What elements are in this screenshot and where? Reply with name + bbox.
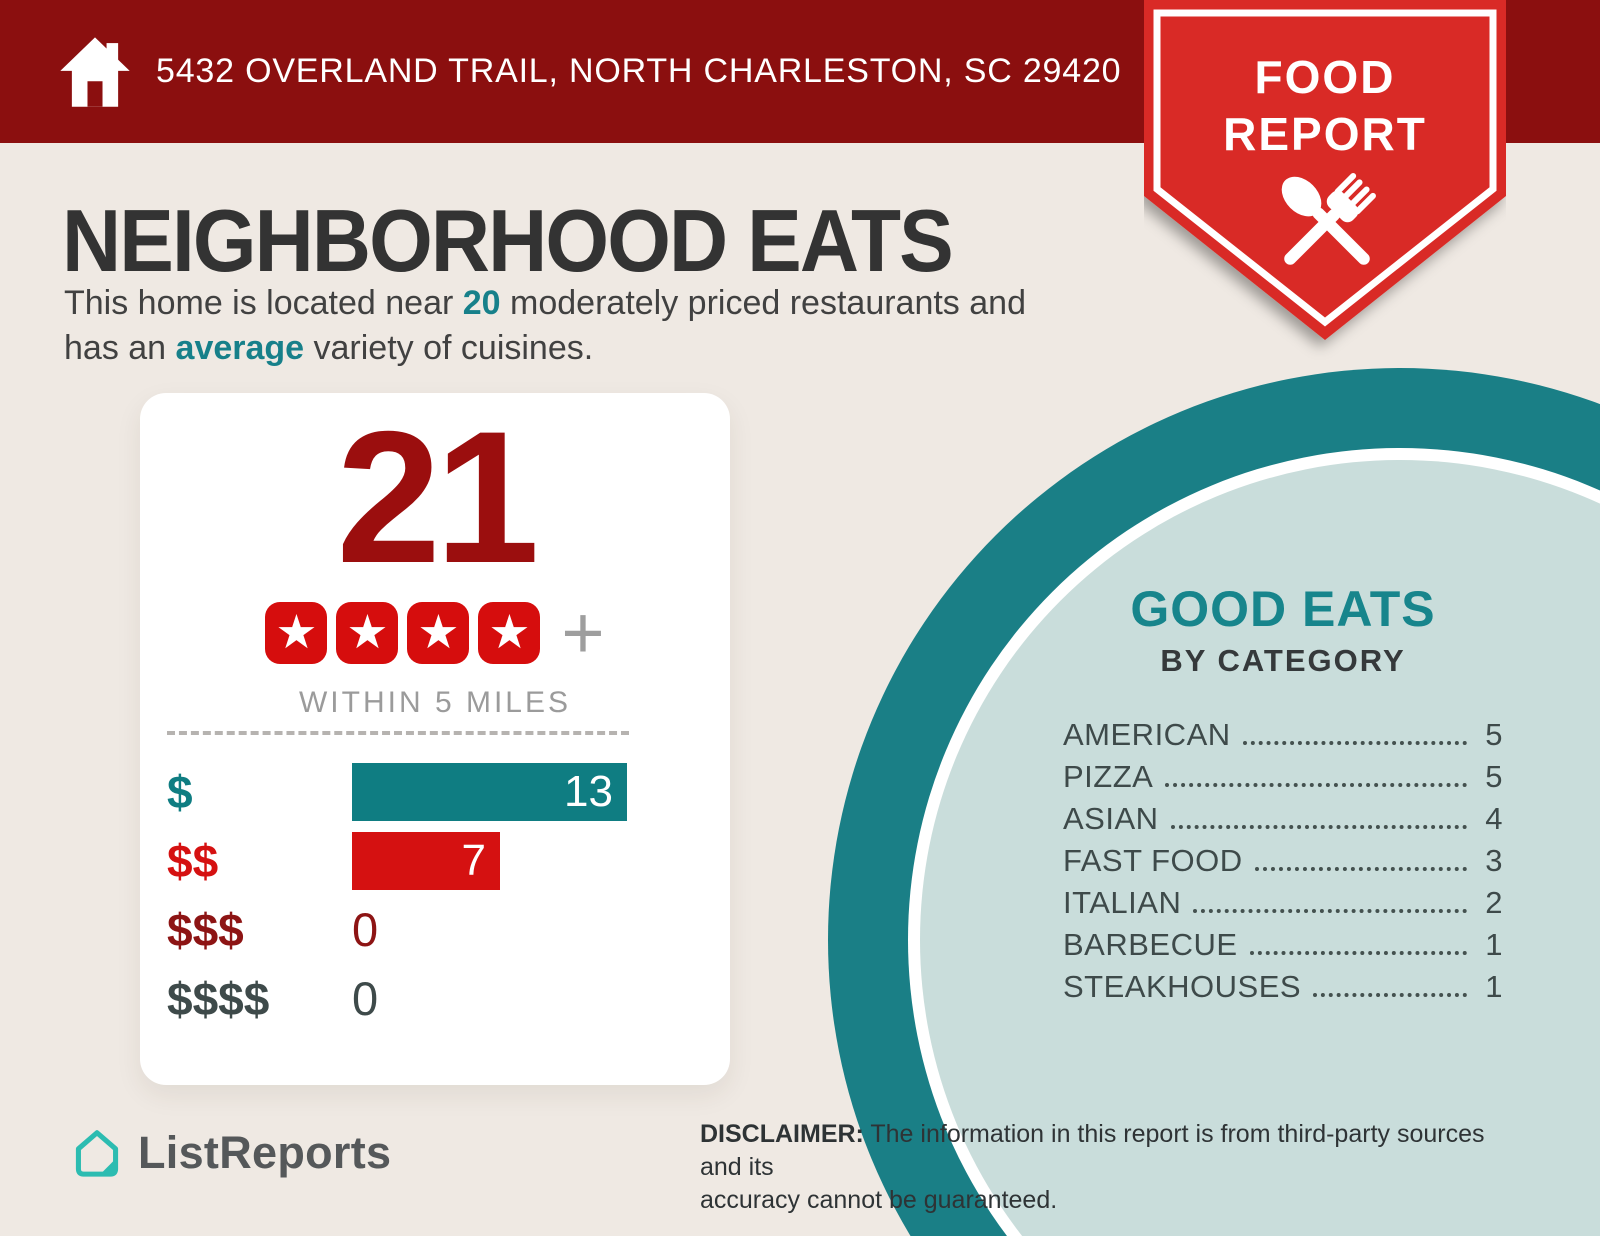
dotted-leader — [1249, 951, 1467, 955]
property-address: 5432 OVERLAND TRAIL, NORTH CHARLESTON, S… — [156, 52, 1122, 90]
category-row: BARBECUE 1 — [1063, 921, 1503, 963]
star-icon: ★ — [265, 602, 328, 665]
disclaimer-text: accuracy cannot be guaranteed. — [700, 1186, 1058, 1214]
restaurant-stats-card: 21 ★ ★ ★ ★ + WITHIN 5 MILES $ 13 $$ 7 $$$ 0 … — [140, 393, 730, 1085]
dotted-leader — [1313, 993, 1467, 997]
restaurant-count-highlight: 20 — [462, 284, 501, 322]
price-row-4: $$$$ 0 — [167, 964, 707, 1033]
category-label: AMERICAN — [1063, 717, 1231, 752]
listreports-house-icon — [75, 1130, 119, 1177]
page-title: NEIGHBORHOOD EATS — [62, 191, 954, 290]
category-count: 2 — [1485, 885, 1503, 920]
price-tier-label: $$ — [167, 834, 219, 887]
good-eats-subtitle: BY CATEGORY — [1160, 643, 1406, 678]
category-list: AMERICAN 5 PIZZA 5 ASIAN 4 FAST FOOD 3 I… — [1063, 711, 1503, 1005]
ribbon-inner-border — [1153, 9, 1497, 327]
intro-text-part: moderately priced restaurants and — [500, 284, 1026, 322]
dashed-divider — [167, 731, 629, 735]
category-label: STEAKHOUSES — [1063, 969, 1302, 1004]
category-count: 1 — [1485, 927, 1503, 962]
price-tier-chart: $ 13 $$ 7 $$$ 0 $$$$ 0 — [167, 757, 707, 1033]
price-bar-value: 0 — [352, 972, 379, 1025]
category-count: 1 — [1485, 969, 1503, 1004]
price-row-1: $ 13 — [167, 757, 707, 826]
category-label: ASIAN — [1063, 801, 1159, 836]
category-label: PIZZA — [1063, 759, 1154, 794]
category-row: AMERICAN 5 — [1063, 711, 1503, 753]
ribbon-shape — [1144, 0, 1506, 340]
price-bar: 0 — [352, 901, 378, 959]
badge-line1: FOOD — [1255, 51, 1396, 103]
home-icon — [60, 36, 130, 107]
plus-icon: + — [561, 591, 605, 675]
category-count: 4 — [1485, 801, 1503, 836]
price-tier-label: $$$ — [167, 903, 244, 956]
category-row: ITALIAN 2 — [1063, 879, 1503, 921]
category-label: BARBECUE — [1063, 927, 1238, 962]
listreports-logo: ListReports — [70, 1126, 391, 1180]
variety-highlight: average — [175, 329, 305, 367]
dotted-leader — [1254, 867, 1467, 871]
price-tier-label: $ — [167, 765, 193, 818]
category-label: ITALIAN — [1063, 885, 1182, 920]
category-row: STEAKHOUSES 1 — [1063, 963, 1503, 1005]
price-row-2: $$ 7 — [167, 826, 707, 895]
disclaimer-text: The information in this report is from t… — [700, 1120, 1485, 1181]
star-icon: ★ — [478, 602, 541, 665]
star-icon: ★ — [407, 602, 470, 665]
category-row: PIZZA 5 — [1063, 753, 1503, 795]
badge-line2: REPORT — [1223, 108, 1427, 160]
intro-text-part: has an — [64, 329, 176, 367]
dotted-leader — [1165, 783, 1467, 787]
food-report-badge: FOOD REPORT — [1144, 0, 1506, 340]
category-row: ASIAN 4 — [1063, 795, 1503, 837]
price-bar-value: 7 — [461, 835, 486, 885]
price-bar-value: 13 — [564, 766, 613, 816]
spoon-fork-icon — [1281, 173, 1376, 265]
category-row: FAST FOOD 3 — [1063, 837, 1503, 879]
brand-name: ListReports — [138, 1127, 392, 1178]
category-count: 5 — [1485, 717, 1503, 752]
price-bar: 0 — [352, 970, 378, 1028]
good-eats-panel: GOOD EATS BY CATEGORY AMERICAN 5 PIZZA 5… — [1063, 580, 1503, 1005]
category-count: 3 — [1485, 843, 1503, 878]
dotted-leader — [1242, 741, 1467, 745]
price-bar: 7 — [352, 831, 500, 890]
disclaimer-label: DISCLAIMER: — [700, 1120, 864, 1148]
price-bar-value: 0 — [352, 903, 379, 956]
intro-text: This home is located near 20 moderately … — [64, 281, 1104, 371]
intro-text-part: variety of cuisines. — [304, 329, 594, 367]
price-row-3: $$$ 0 — [167, 895, 707, 964]
radius-label: WITHIN 5 MILES — [298, 686, 572, 720]
star-icon: ★ — [336, 602, 399, 665]
dotted-leader — [1170, 825, 1467, 829]
price-bar: 13 — [352, 762, 627, 821]
category-count: 5 — [1485, 759, 1503, 794]
disclaimer: DISCLAIMER: The information in this repo… — [700, 1118, 1530, 1217]
category-label: FAST FOOD — [1063, 843, 1243, 878]
restaurant-count: 21 — [336, 392, 539, 602]
star-rating: ★ ★ ★ ★ + — [140, 596, 730, 670]
good-eats-title: GOOD EATS — [1130, 581, 1436, 637]
intro-text-part: This home is located near — [64, 284, 463, 322]
dotted-leader — [1193, 909, 1467, 913]
price-tier-label: $$$$ — [167, 972, 270, 1025]
